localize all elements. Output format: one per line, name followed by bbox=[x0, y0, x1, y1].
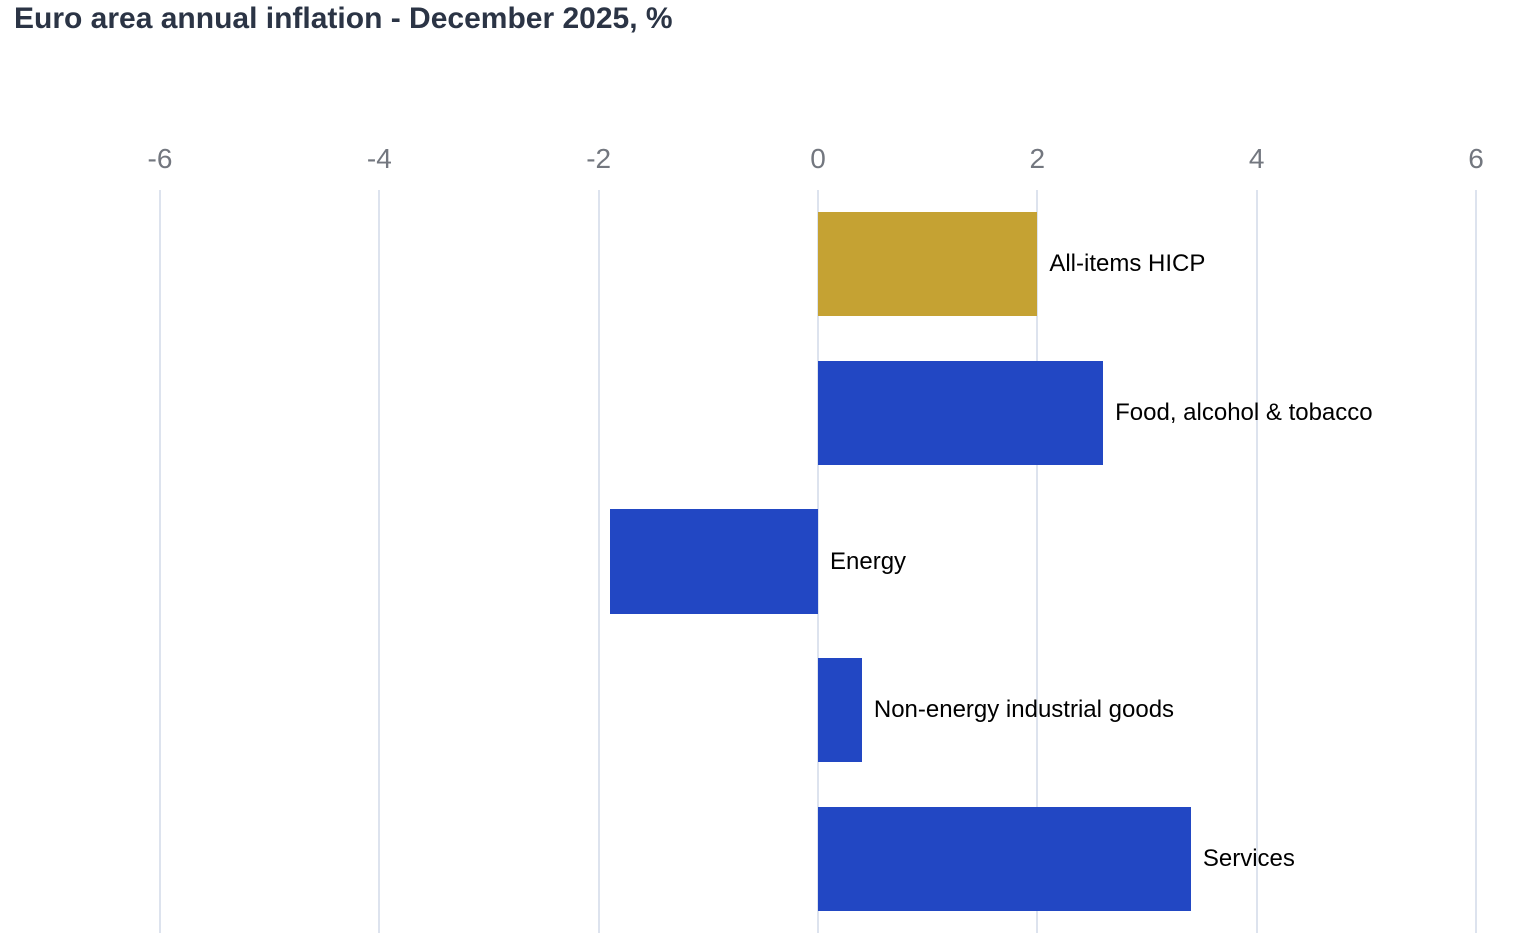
x-tick-label--2: -2 bbox=[586, 143, 612, 174]
x-tick-label--4: -4 bbox=[366, 143, 392, 174]
gridline--2 bbox=[597, 190, 600, 933]
gridline-6 bbox=[1475, 190, 1477, 933]
bar-label-services: Services bbox=[1202, 844, 1295, 872]
bar-all-items-hicp bbox=[818, 212, 1038, 317]
x-tick-label-4: 4 bbox=[1248, 143, 1265, 174]
gridline-0 bbox=[817, 190, 819, 933]
gridline--4 bbox=[378, 190, 381, 933]
gridline--6 bbox=[159, 190, 161, 933]
bar-label-all-items-hicp: All-items HICP bbox=[1049, 250, 1206, 278]
gridline-2 bbox=[1036, 190, 1039, 933]
bar-non-energy-industrial-goods bbox=[818, 658, 862, 763]
x-tick-label-2: 2 bbox=[1029, 143, 1046, 174]
chart-title: Euro area annual inflation - December 20… bbox=[14, 2, 673, 35]
x-tick-label-6: 6 bbox=[1468, 143, 1484, 174]
bar-label-non-energy-industrial-goods: Non-energy industrial goods bbox=[873, 696, 1175, 724]
bar-label-energy: Energy bbox=[830, 547, 907, 575]
plot-area: All-items HICP Food, alcohol & tobacco Ene… bbox=[159, 190, 1477, 933]
bar-services bbox=[818, 806, 1191, 911]
x-tick-label--6: -6 bbox=[147, 143, 173, 174]
bar-food-alcohol-tobacco bbox=[818, 360, 1104, 465]
x-tick-label-0: 0 bbox=[810, 143, 826, 174]
x-axis: -6 -4 -2 0 2 4 6 bbox=[148, 143, 1484, 177]
bar-energy bbox=[609, 509, 818, 614]
gridline-4 bbox=[1255, 190, 1258, 933]
bar-label-food-alcohol-tobacco: Food, alcohol & tobacco bbox=[1115, 398, 1373, 426]
